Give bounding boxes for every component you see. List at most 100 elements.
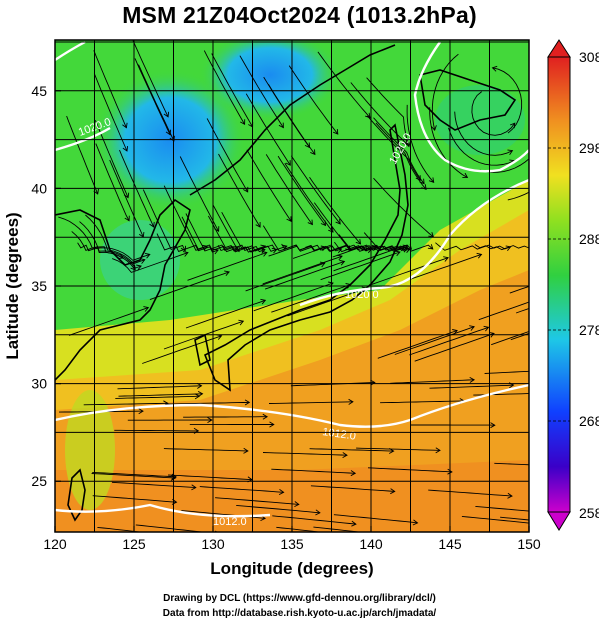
streamline (317, 51, 371, 118)
streamline-arrowhead (489, 331, 495, 338)
streamline (479, 158, 529, 173)
streamline (262, 255, 343, 285)
streamline (288, 65, 339, 135)
streamline-arrowhead (585, 311, 590, 316)
streamline-arrowhead (122, 146, 129, 152)
streamline-arrowhead (93, 188, 99, 195)
y-tick-label: 45 (31, 83, 47, 99)
streamline-arrowhead (483, 325, 490, 332)
colorbar-tick-label: 288 (579, 231, 599, 247)
colorbar: 258 268 278 288 298 308 (547, 39, 599, 531)
streamline (309, 448, 394, 452)
x-tick-label: 135 (280, 536, 304, 552)
x-tick-label: 145 (438, 536, 462, 552)
streamline (435, 242, 511, 251)
streamline-arrowhead (574, 464, 578, 469)
streamline-arrowhead (402, 139, 409, 146)
streamline (406, 104, 435, 183)
streamline (265, 154, 313, 225)
streamline-arrowhead (415, 175, 421, 181)
streamline (500, 516, 529, 521)
streamline (478, 301, 529, 321)
x-tick-label: 120 (43, 536, 67, 552)
streamline-arrowhead (122, 122, 128, 129)
streamline (183, 416, 268, 418)
streamline (203, 50, 245, 125)
colorbar-tick-label: 298 (579, 140, 599, 156)
streamline (93, 73, 128, 152)
streamline (118, 393, 203, 397)
streamline-arrowhead (136, 264, 142, 271)
streamline-arrowhead (427, 244, 434, 250)
streamline-arrowhead (180, 245, 187, 252)
streamline-arrowhead (579, 523, 584, 528)
streamline-arrowhead (207, 417, 213, 423)
x-tick-label: 140 (359, 536, 383, 552)
x-tick-label: 130 (201, 536, 225, 552)
credit-drawing: Drawing by DCL (https://www.gfd-dennou.o… (163, 593, 436, 604)
streamline (215, 497, 299, 505)
streamline (484, 370, 529, 374)
y-axis-title: Latitude (degrees) (3, 212, 22, 359)
streamline-arrowhead (428, 177, 435, 183)
y-tick-label: 35 (31, 278, 47, 294)
colorbar-tick-label: 268 (579, 413, 599, 429)
streamline-arrowhead (285, 160, 291, 166)
streamline (363, 232, 434, 252)
streamline-arrowhead (176, 534, 181, 539)
streamline (134, 58, 171, 135)
colorbar-min-arrow (547, 511, 571, 531)
streamline-arrowhead (144, 252, 151, 259)
streamline (199, 486, 284, 493)
streamline-arrowhead (412, 519, 419, 526)
streamline-arrowhead (191, 484, 197, 491)
streamline-arrowhead (543, 133, 548, 138)
colorbar-tick-label: 258 (579, 505, 599, 521)
streamline (168, 474, 253, 481)
streamline (92, 495, 177, 503)
isobar-label: 1012.0 (322, 426, 357, 443)
streamline-arrowhead (491, 65, 498, 72)
streamline (271, 284, 351, 313)
streamline (112, 252, 189, 273)
streamline (185, 213, 240, 252)
streamline-arrowhead (281, 244, 288, 251)
streamline (454, 111, 513, 156)
streamline-arrowhead (234, 246, 240, 253)
streamline (79, 221, 142, 269)
streamline-arrowhead (294, 501, 300, 508)
streamline-arrowhead (490, 422, 496, 429)
streamline-arrowhead (430, 125, 437, 131)
streamline-arrowhead (351, 520, 357, 527)
colorbar-tick-label: 278 (579, 322, 599, 338)
streamline-arrowhead (243, 447, 249, 454)
streamline-arrowhead (335, 218, 341, 225)
colorbar-max-arrow (547, 39, 571, 58)
streamline-arrowhead (394, 250, 401, 257)
streamline (305, 244, 377, 252)
streamline (320, 251, 401, 281)
streamline (350, 82, 408, 145)
x-tick-label: 125 (122, 536, 146, 552)
streamline (163, 448, 248, 452)
streamline (491, 330, 529, 346)
streamline (271, 468, 356, 474)
streamline (109, 159, 144, 238)
streamline (71, 231, 136, 271)
isobar-label: 1020.0 (345, 289, 379, 301)
streamline-arrowhead (507, 149, 514, 155)
streamline-arrowhead (170, 474, 177, 481)
streamline (179, 156, 219, 232)
streamline (212, 204, 266, 253)
credit-data: Data from http://database.rish.kyoto-u.a… (162, 608, 437, 619)
streamline-arrowhead (260, 298, 267, 305)
streamline (142, 335, 222, 364)
streamline-arrowhead (337, 254, 343, 261)
streamline-arrowhead (304, 142, 311, 149)
streamline-arrowhead (333, 129, 339, 135)
streamline (507, 191, 529, 201)
streamline-arrowhead (278, 489, 285, 496)
streamline (93, 50, 127, 128)
streamline (83, 402, 168, 406)
streamline (277, 155, 326, 226)
